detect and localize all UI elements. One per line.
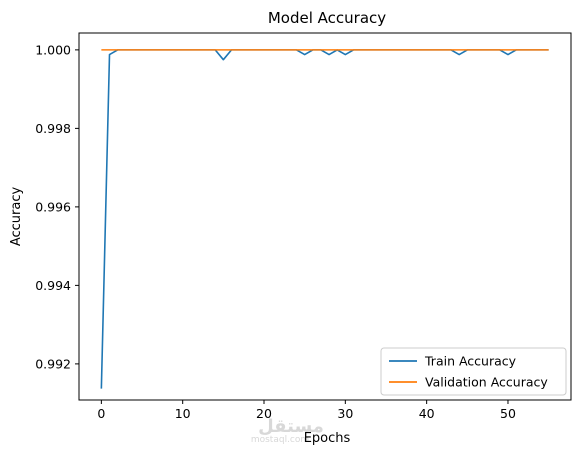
y-tick-label: 1.000 [35,42,71,57]
x-tick-label: 30 [337,406,353,421]
y-tick-label: 0.992 [35,356,71,371]
y-axis-ticks: 0.992 0.994 0.996 0.998 1.000 [35,42,79,371]
watermark-logo-text: مستقل [258,416,324,437]
chart-legend: Train Accuracy Validation Accuracy [380,347,567,396]
y-tick-label: 0.996 [35,199,71,214]
x-tick-label: 50 [500,406,516,421]
watermark: مستقل mostaql.com [251,416,324,445]
legend-label-1: Train Accuracy [424,354,517,369]
series-line-1 [100,49,549,389]
chart-title: Model Accuracy [268,9,386,27]
x-tick-label: 20 [256,406,272,421]
y-tick-label: 0.994 [35,278,71,293]
y-axis-label: Accuracy [9,187,24,247]
plot-frame [78,32,572,401]
x-axis-label: Epochs [304,431,351,446]
x-axis-ticks: 0 10 20 30 40 50 [97,400,516,421]
x-tick-label: 0 [97,406,105,421]
legend-label-2: Validation Accuracy [425,375,548,390]
watermark-url: mostaql.com [251,435,309,445]
x-tick-label: 40 [419,406,435,421]
y-tick-label: 0.998 [35,121,71,136]
x-tick-label: 10 [175,406,191,421]
legend-box [380,347,567,396]
plot-lines [100,49,549,389]
